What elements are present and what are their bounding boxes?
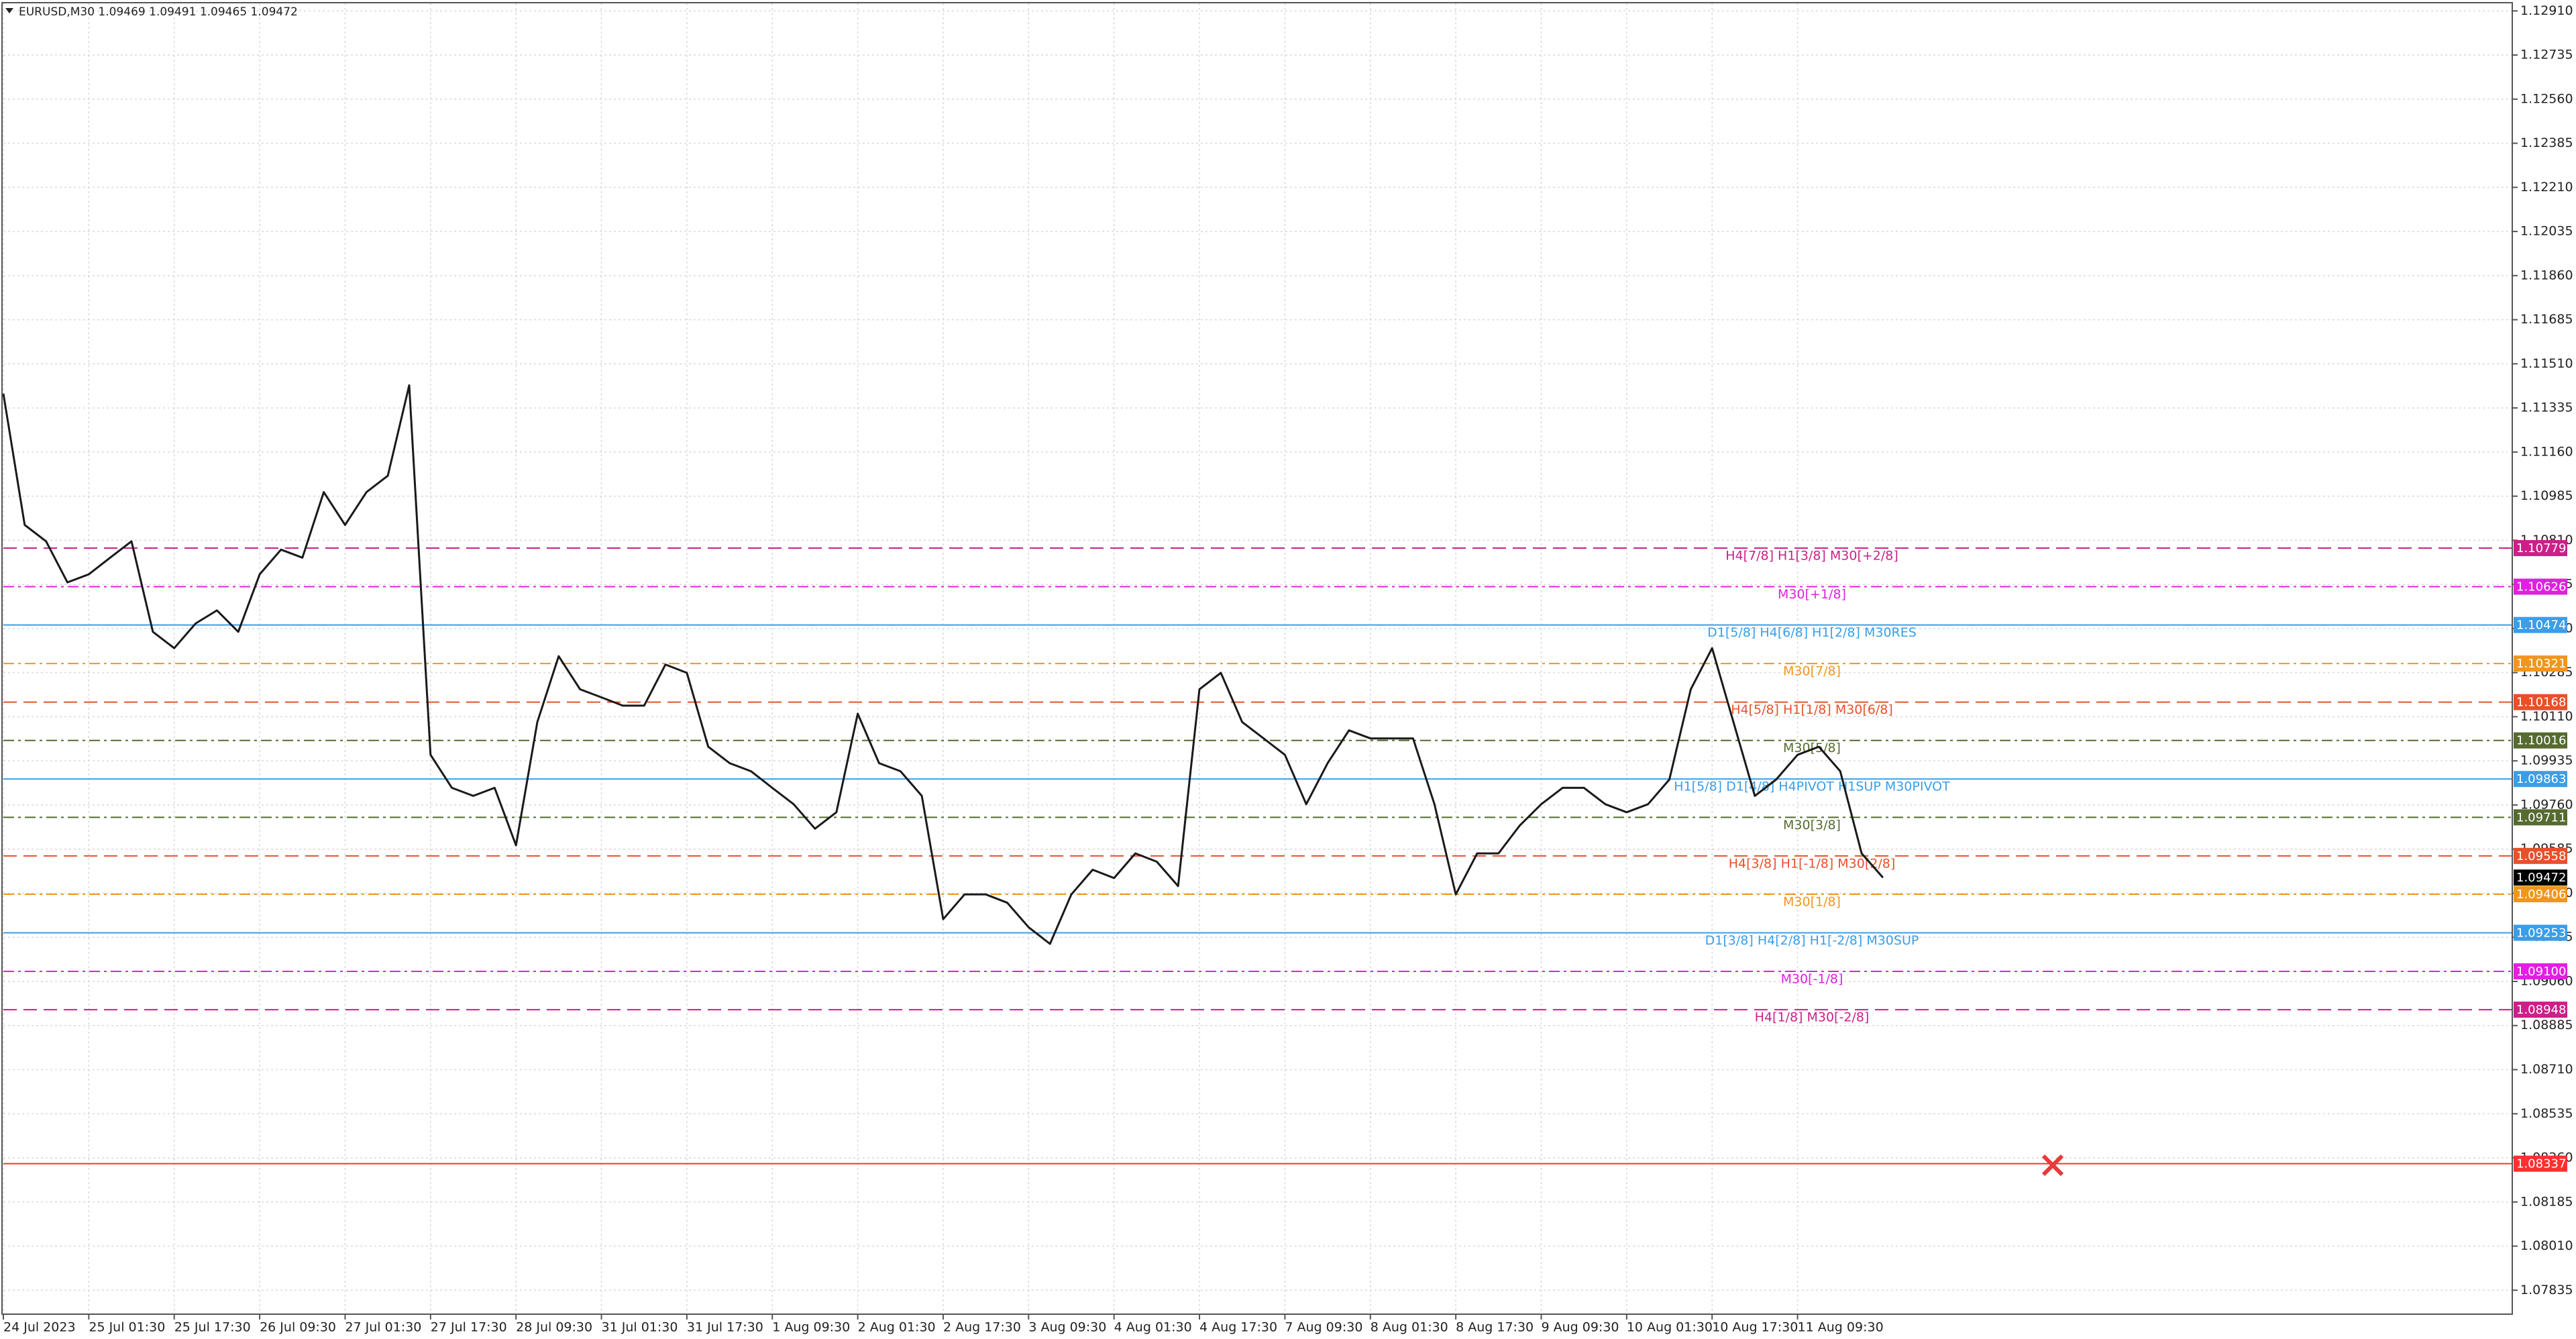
y-tick-label: 1.12910 bbox=[2520, 3, 2573, 18]
level-label: M30[1/8] bbox=[1783, 894, 1841, 909]
price-label: 1.09711 bbox=[2516, 810, 2566, 824]
level-label: H4[3/8] H1[-1/8] M30[2/8] bbox=[1729, 856, 1895, 871]
y-tick-label: 1.09760 bbox=[2520, 797, 2573, 812]
price-label: 1.10321 bbox=[2516, 657, 2566, 671]
level-label: D1[3/8] H4[2/8] H1[-2/8] M30SUP bbox=[1705, 933, 1919, 948]
level-label: M30[3/8] bbox=[1783, 818, 1841, 833]
price-label-box bbox=[2514, 869, 2567, 886]
x-tick-label: 31 Jul 01:30 bbox=[602, 1320, 678, 1335]
x-tick-label: 11 Aug 09:30 bbox=[1798, 1320, 1884, 1335]
level-label: D1[5/8] H4[6/8] H1[2/8] M30RES bbox=[1707, 625, 1917, 640]
close-marker[interactable] bbox=[2041, 1154, 2064, 1177]
price-label-box bbox=[2514, 617, 2567, 633]
price-label: 1.10626 bbox=[2516, 580, 2566, 594]
y-tick-label: 1.10985 bbox=[2520, 488, 2573, 503]
price-label: 1.09100 bbox=[2516, 965, 2566, 979]
price-line bbox=[2, 384, 1884, 945]
grid bbox=[3, 3, 2512, 1314]
price-label-box bbox=[2514, 809, 2567, 826]
price-label-box bbox=[2514, 924, 2567, 941]
price-label: 1.10016 bbox=[2516, 734, 2566, 748]
levels: H4[7/8] H1[3/8] M30[+2/8] M30[+1/8] D1[5/8… bbox=[3, 547, 2512, 1165]
y-tick-label: 1.08185 bbox=[2520, 1194, 2573, 1209]
price-label: 1.09253 bbox=[2516, 926, 2566, 940]
x-tick-label: 2 Aug 01:30 bbox=[858, 1320, 936, 1335]
price-label-box bbox=[2514, 732, 2567, 749]
level-label: M30[+1/8] bbox=[1778, 587, 1846, 602]
price-label: 1.08337 bbox=[2516, 1157, 2566, 1171]
x-tick-label: 24 Jul 2023 bbox=[3, 1320, 76, 1335]
y-tick-label: 1.08535 bbox=[2520, 1106, 2573, 1121]
price-label-box bbox=[2514, 578, 2567, 595]
price-label-box bbox=[2514, 540, 2567, 557]
y-tick-label: 1.07835 bbox=[2520, 1283, 2573, 1297]
price-label: 1.09472 bbox=[2516, 871, 2566, 885]
price-label: 1.08948 bbox=[2516, 1003, 2566, 1017]
x-tick-label: 27 Jul 01:30 bbox=[345, 1320, 421, 1335]
level-label: H1[5/8] D1[4/8] H4PIVOT H1SUP M30PIVOT bbox=[1674, 780, 1950, 794]
x-tick-label: 1 Aug 09:30 bbox=[772, 1320, 850, 1335]
price-label: 1.09863 bbox=[2516, 772, 2566, 786]
y-tick-label: 1.12385 bbox=[2520, 136, 2573, 150]
menu-triangle[interactable] bbox=[5, 8, 13, 13]
x-tick-label: 9 Aug 09:30 bbox=[1541, 1320, 1619, 1335]
price-label: 1.10168 bbox=[2516, 696, 2566, 710]
y-tick-label: 1.11160 bbox=[2520, 444, 2573, 459]
y-tick-label: 1.11335 bbox=[2520, 400, 2573, 415]
level-label: M30[5/8] bbox=[1783, 741, 1841, 755]
y-tick-label: 1.12210 bbox=[2520, 180, 2573, 195]
price-label: 1.09558 bbox=[2516, 849, 2566, 863]
y-tick-label: 1.12560 bbox=[2520, 91, 2573, 106]
x-tick-label: 26 Jul 09:30 bbox=[260, 1320, 336, 1335]
price-label-box bbox=[2514, 1002, 2567, 1018]
x-tick-label: 10 Aug 01:30 bbox=[1627, 1320, 1713, 1335]
x-tick-label: 8 Aug 01:30 bbox=[1371, 1320, 1448, 1335]
y-tick-label: 1.10110 bbox=[2520, 709, 2573, 724]
x-tick-label: 25 Jul 17:30 bbox=[174, 1320, 251, 1335]
y-tick-label: 1.12735 bbox=[2520, 48, 2573, 62]
y-tick-label: 1.11860 bbox=[2520, 268, 2573, 282]
x-tick-label: 28 Jul 09:30 bbox=[516, 1320, 592, 1335]
price-label-box bbox=[2514, 886, 2567, 902]
x-tick-label: 7 Aug 09:30 bbox=[1285, 1320, 1362, 1335]
axis: 1.078351.080101.081851.083601.085351.087… bbox=[3, 3, 2573, 1335]
x-tick-label: 4 Aug 01:30 bbox=[1114, 1320, 1192, 1335]
price-label-box bbox=[2514, 655, 2567, 672]
price-label: 1.09406 bbox=[2516, 888, 2566, 902]
y-tick-label: 1.08885 bbox=[2520, 1018, 2573, 1032]
price-label-box bbox=[2514, 694, 2567, 710]
x-tick-label: 10 Aug 17:30 bbox=[1712, 1320, 1798, 1335]
x-tick-label: 8 Aug 17:30 bbox=[1456, 1320, 1534, 1335]
price-label: 1.10474 bbox=[2516, 619, 2566, 633]
chart-title: EURUSD,M30 1.09469 1.09491 1.09465 1.094… bbox=[19, 5, 298, 19]
level-label: M30[-1/8] bbox=[1781, 971, 1843, 986]
price-label: 1.10779 bbox=[2516, 541, 2566, 555]
y-tick-label: 1.11510 bbox=[2520, 356, 2573, 371]
y-tick-label: 1.08010 bbox=[2520, 1238, 2573, 1253]
price-label-box bbox=[2514, 963, 2567, 979]
price-plot bbox=[2, 384, 1884, 945]
x-tick-label: 4 Aug 17:30 bbox=[1199, 1320, 1277, 1335]
y-tick-label: 1.12035 bbox=[2520, 224, 2573, 239]
y-tick-label: 1.11685 bbox=[2520, 312, 2573, 327]
level-label: H4[5/8] H1[1/8] M30[6/8] bbox=[1731, 702, 1893, 717]
price-label-box bbox=[2514, 1155, 2567, 1172]
x-tick-label: 27 Jul 17:30 bbox=[431, 1320, 507, 1335]
y-tick-label: 1.08710 bbox=[2520, 1062, 2573, 1077]
level-label: H4[1/8] M30[-2/8] bbox=[1755, 1010, 1870, 1025]
x-tick-label: 2 Aug 17:30 bbox=[943, 1320, 1021, 1335]
price-label-box bbox=[2514, 771, 2567, 788]
y-tick-label: 1.09935 bbox=[2520, 753, 2573, 768]
price-label-box bbox=[2514, 847, 2567, 864]
x-tick-label: 31 Jul 17:30 bbox=[687, 1320, 763, 1335]
x-tick-label: 25 Jul 01:30 bbox=[89, 1320, 165, 1335]
level-label: M30[7/8] bbox=[1783, 664, 1841, 679]
x-tick-label: 3 Aug 09:30 bbox=[1028, 1320, 1106, 1335]
plot-frame bbox=[1, 2, 2513, 1315]
level-label: H4[7/8] H1[3/8] M30[+2/8] bbox=[1725, 549, 1898, 564]
